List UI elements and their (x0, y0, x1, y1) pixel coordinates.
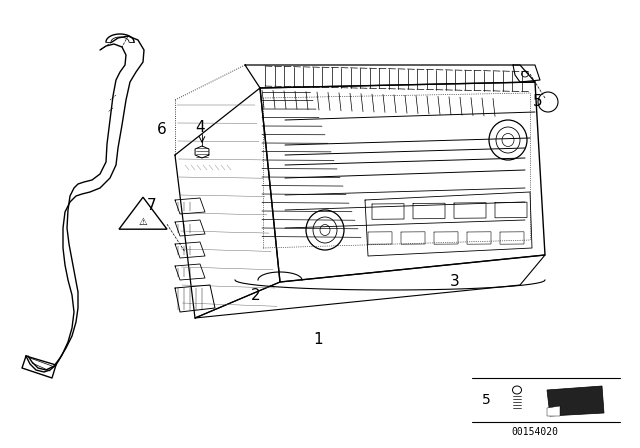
Text: 2: 2 (251, 289, 261, 303)
Text: 1: 1 (313, 332, 323, 348)
Text: ⚠: ⚠ (139, 217, 147, 227)
Text: 6: 6 (157, 122, 167, 138)
Text: 4: 4 (195, 121, 205, 135)
Text: 7: 7 (147, 198, 157, 212)
Text: 3: 3 (450, 275, 460, 289)
Polygon shape (547, 386, 604, 416)
Text: 00154020: 00154020 (511, 427, 559, 437)
Text: 5: 5 (533, 95, 543, 109)
Polygon shape (547, 406, 560, 416)
Text: 5: 5 (482, 393, 490, 407)
